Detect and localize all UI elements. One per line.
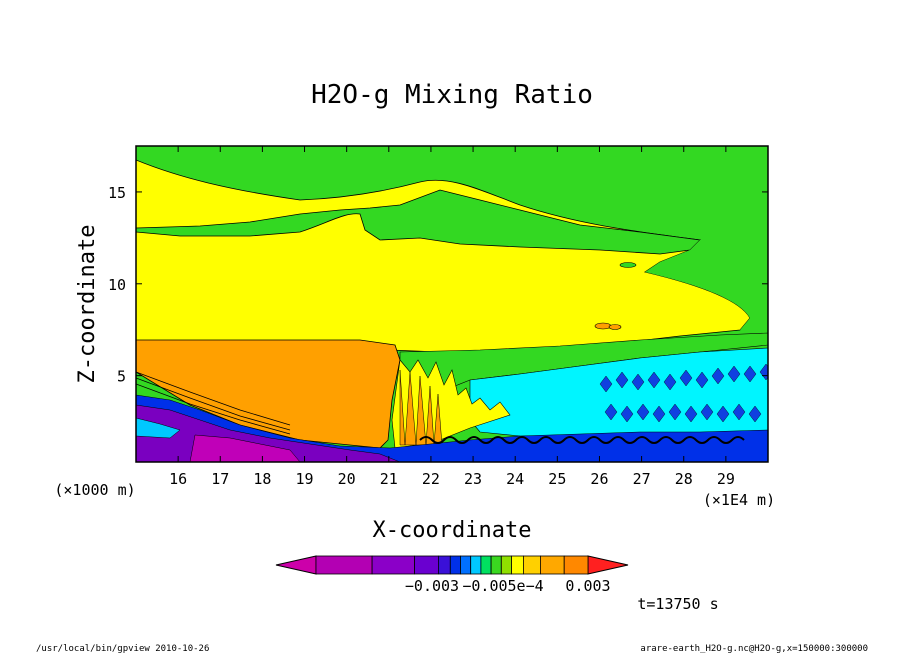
colorbar-segment	[523, 555, 541, 575]
colorbar-segment	[460, 555, 472, 575]
colorbar-segment	[563, 555, 589, 575]
region-green-right	[645, 240, 768, 345]
x-tick-label: 28	[675, 470, 693, 488]
colorbar-arrow-left	[275, 555, 317, 575]
colorbar-label-pos: 0.003	[565, 577, 610, 595]
x-tick-label: 23	[464, 470, 482, 488]
x-tick-label: 26	[590, 470, 608, 488]
colorbar-label-neg: −0.003	[405, 577, 459, 595]
footer-right: arare-earth_H2O-g.nc@H2O-g,x=150000:3000…	[640, 644, 868, 654]
region-yellow-band	[136, 159, 751, 353]
region-orange-block	[136, 339, 401, 449]
colorbar-segment	[470, 555, 482, 575]
y-tick-label: 15	[108, 184, 126, 202]
x-tick-label: 22	[422, 470, 440, 488]
colorbar-segment	[500, 555, 512, 575]
y-tick-label: 10	[108, 276, 126, 294]
y-axis-label: Z-coordinate	[75, 225, 100, 384]
x-tick-label: 24	[506, 470, 524, 488]
x-tick-label: 29	[717, 470, 735, 488]
x-axis-label: X-coordinate	[373, 518, 532, 543]
colorbar-segment	[437, 555, 451, 575]
x-tick-label: 21	[380, 470, 398, 488]
plot-frame	[135, 145, 769, 463]
chart-title: H2O-g Mixing Ratio	[311, 80, 593, 110]
region-magenta-core	[189, 434, 301, 462]
colorbar-segment	[449, 555, 461, 575]
x-unit-label: (×1E4 m)	[703, 491, 775, 509]
y-unit-label: (×1000 m)	[54, 481, 135, 499]
region-cyan-strip	[136, 417, 181, 439]
x-tick-label: 18	[253, 470, 271, 488]
colorbar-segment	[315, 555, 373, 575]
x-tick-label: 27	[633, 470, 651, 488]
x-tick-label: 20	[338, 470, 356, 488]
colorbar-segment	[480, 555, 492, 575]
x-tick-label: 19	[296, 470, 314, 488]
time-label: t=13750 s	[637, 595, 718, 613]
colorbar-segment	[540, 555, 565, 575]
y-axis: 5 10 15	[108, 184, 768, 386]
y-tick-label: 5	[117, 368, 126, 386]
surface-wave-band	[419, 436, 745, 444]
contour-lines-left	[136, 371, 291, 435]
x-axis: 16 17 18 19 20 21 22 23 24 25 26 27 28 29	[169, 146, 735, 488]
colorbar-segment	[371, 555, 416, 575]
colorbar-arrow-right	[587, 555, 629, 575]
colorbar-segment	[414, 555, 439, 575]
x-tick-label: 17	[211, 470, 229, 488]
small-spots	[594, 262, 637, 330]
colorbar-segment	[490, 555, 502, 575]
diamond-chain	[599, 363, 768, 423]
colorbar-segment	[511, 555, 524, 575]
contour-field	[136, 146, 768, 462]
x-tick-label: 16	[169, 470, 187, 488]
colorbar	[275, 555, 629, 575]
region-green-notch	[136, 189, 701, 255]
footer-left: /usr/local/bin/gpview 2010-10-26	[36, 644, 209, 654]
colorbar-label-mid: −0.005e−4	[462, 577, 543, 595]
x-tick-label: 25	[548, 470, 566, 488]
